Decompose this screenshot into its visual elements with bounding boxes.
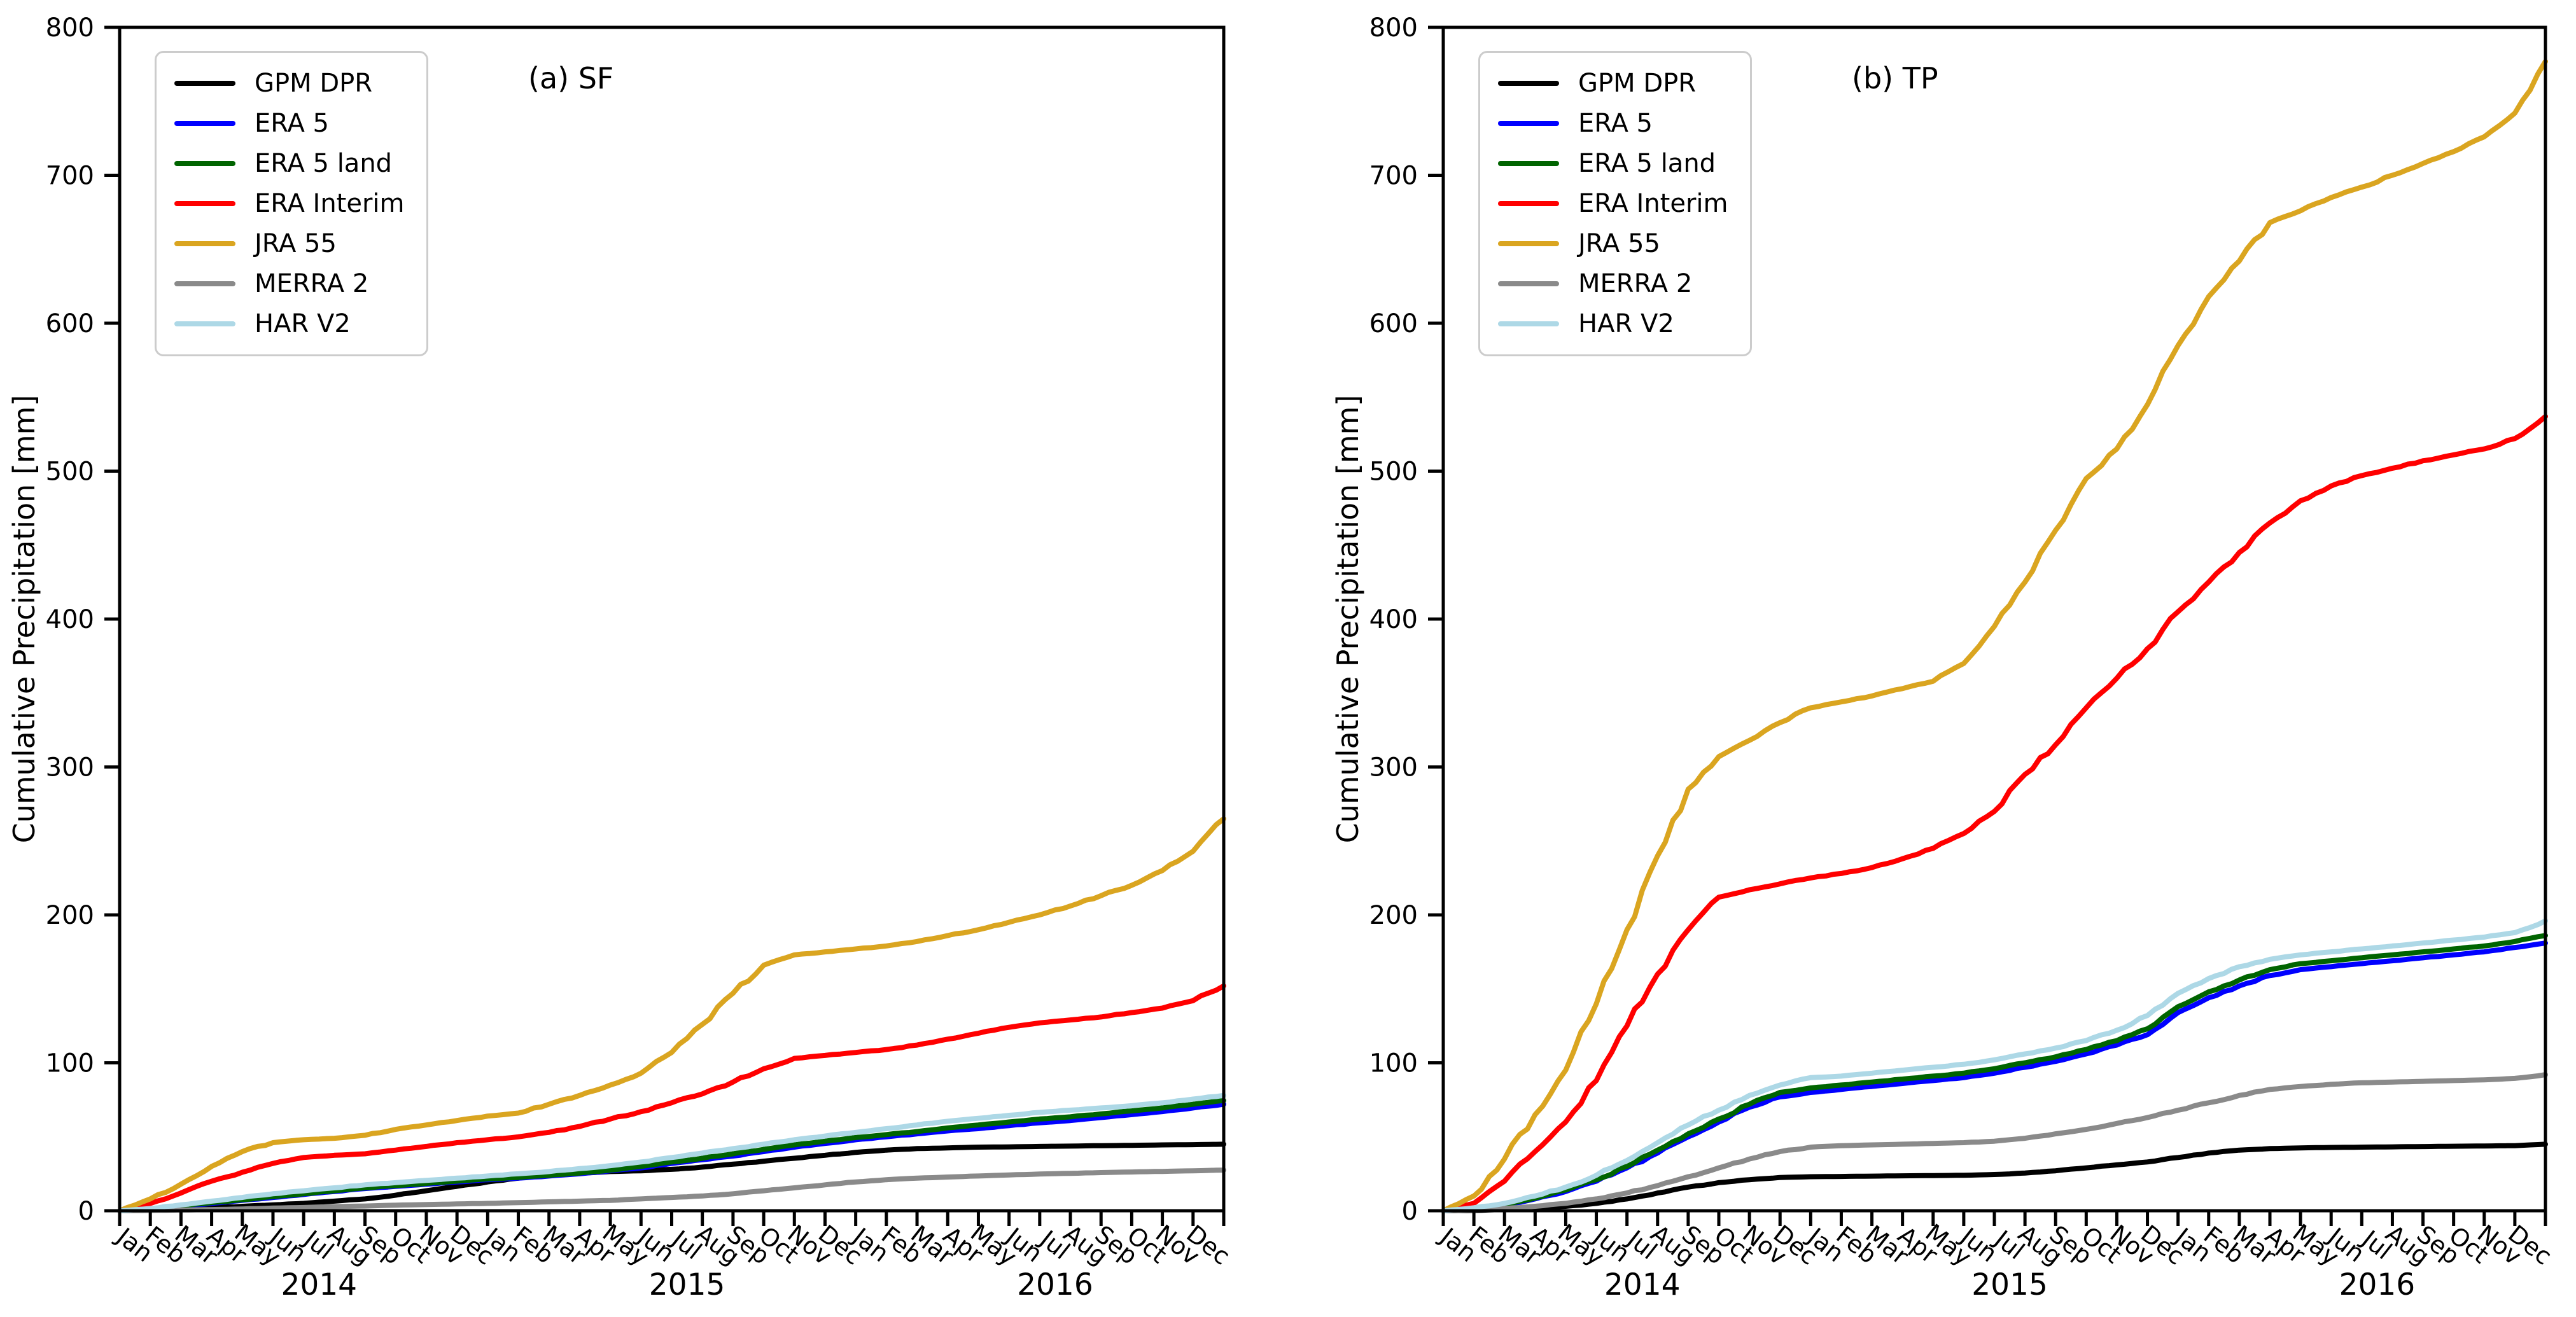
legend-label: ERA 5	[1578, 109, 1653, 138]
series-line-merra-2	[117, 1167, 1226, 1213]
legend-label: GPM DPR	[1578, 69, 1697, 98]
y-tick-label: 700	[1369, 162, 1418, 191]
series-line-merra-2	[1441, 1072, 2548, 1213]
line-swatch	[1498, 241, 1559, 246]
legend-entry: ERA 5	[1498, 111, 1728, 136]
y-tick-label: 100	[1369, 1049, 1418, 1078]
panel-title-a: (a) SF	[528, 61, 614, 95]
line-swatch	[174, 321, 235, 326]
panel-title-b: (b) TP	[1852, 61, 1938, 95]
y-tick-label: 0	[1402, 1197, 1418, 1226]
legend-label: MERRA 2	[1578, 269, 1693, 298]
series-line-har-v2	[117, 1092, 1226, 1213]
legend-entry: ERA Interim	[1498, 191, 1728, 216]
line-swatch	[1498, 121, 1559, 126]
legend-a: GPM DPR ERA 5 ERA 5 land ERA Interim JRA…	[155, 51, 428, 356]
series-line-gpm-dpr	[117, 1141, 1226, 1213]
legend-entry: GPM DPR	[1498, 71, 1728, 96]
legend-entry: HAR V2	[174, 311, 405, 337]
y-tick-label: 700	[46, 162, 94, 191]
line-swatch	[1498, 201, 1559, 206]
legend-entry: ERA 5 land	[1498, 151, 1728, 176]
series-line-era-5-land	[117, 1098, 1226, 1213]
series-line-era-interim	[117, 983, 1226, 1213]
legend-label: HAR V2	[1578, 309, 1674, 338]
legend-entry: GPM DPR	[174, 71, 405, 96]
series-line-har-v2	[1441, 918, 2548, 1213]
year-label: 2016	[1017, 1267, 1093, 1302]
year-label: 2015	[649, 1267, 725, 1302]
y-tick-label: 400	[46, 605, 94, 634]
series-line-era-interim	[1441, 414, 2548, 1213]
legend-entry: HAR V2	[1498, 311, 1728, 337]
line-swatch	[174, 201, 235, 206]
legend-label: HAR V2	[255, 309, 351, 338]
year-label: 2015	[1971, 1267, 2048, 1302]
legend-entry: JRA 55	[174, 231, 405, 256]
y-tick-label: 300	[1369, 753, 1418, 783]
line-swatch	[174, 81, 235, 86]
legend-label: ERA Interim	[255, 189, 405, 218]
y-tick-label: 500	[46, 457, 94, 487]
y-tick-label: 200	[46, 901, 94, 930]
series-line-era-5-land	[1441, 933, 2548, 1213]
legend-entry: MERRA 2	[174, 271, 405, 296]
legend-label: MERRA 2	[255, 269, 369, 298]
legend-label: GPM DPR	[255, 69, 373, 98]
legend-label: ERA 5	[255, 109, 329, 138]
line-swatch	[174, 161, 235, 166]
legend-entry: ERA 5 land	[174, 151, 405, 176]
line-swatch	[174, 241, 235, 246]
y-tick-label: 400	[1369, 605, 1418, 634]
line-swatch	[1498, 81, 1559, 86]
y-tick-label: 300	[46, 753, 94, 783]
series-line-jra-55	[1441, 59, 2548, 1213]
legend-entry: JRA 55	[1498, 231, 1728, 256]
legend-entry: MERRA 2	[1498, 271, 1728, 296]
y-tick-label: 800	[46, 13, 94, 43]
legend-entry: ERA 5	[174, 111, 405, 136]
legend-label: ERA 5 land	[255, 149, 393, 178]
line-swatch	[174, 281, 235, 286]
line-swatch	[1498, 281, 1559, 286]
series-line-gpm-dpr	[1441, 1141, 2548, 1213]
legend-entry: ERA Interim	[174, 191, 405, 216]
year-label: 2016	[2339, 1267, 2416, 1302]
year-label: 2014	[1604, 1267, 1681, 1302]
line-swatch	[1498, 161, 1559, 166]
y-tick-label: 500	[1369, 457, 1418, 487]
line-swatch	[1498, 321, 1559, 326]
line-swatch	[174, 121, 235, 126]
y-tick-label: 800	[1369, 13, 1418, 43]
legend-label: ERA Interim	[1578, 189, 1728, 218]
y-tick-label: 100	[46, 1049, 94, 1078]
legend-label: ERA 5 land	[1578, 149, 1716, 178]
y-tick-label: 600	[46, 309, 94, 338]
y-tick-label: 200	[1369, 901, 1418, 930]
y-tick-label: 600	[1369, 309, 1418, 338]
legend-label: JRA 55	[255, 229, 337, 258]
y-tick-label: 0	[78, 1197, 94, 1226]
legend-label: JRA 55	[1578, 229, 1660, 258]
year-label: 2014	[281, 1267, 357, 1302]
legend-b: GPM DPR ERA 5 ERA 5 land ERA Interim JRA…	[1478, 51, 1752, 356]
series-line-jra-55	[117, 816, 1226, 1213]
